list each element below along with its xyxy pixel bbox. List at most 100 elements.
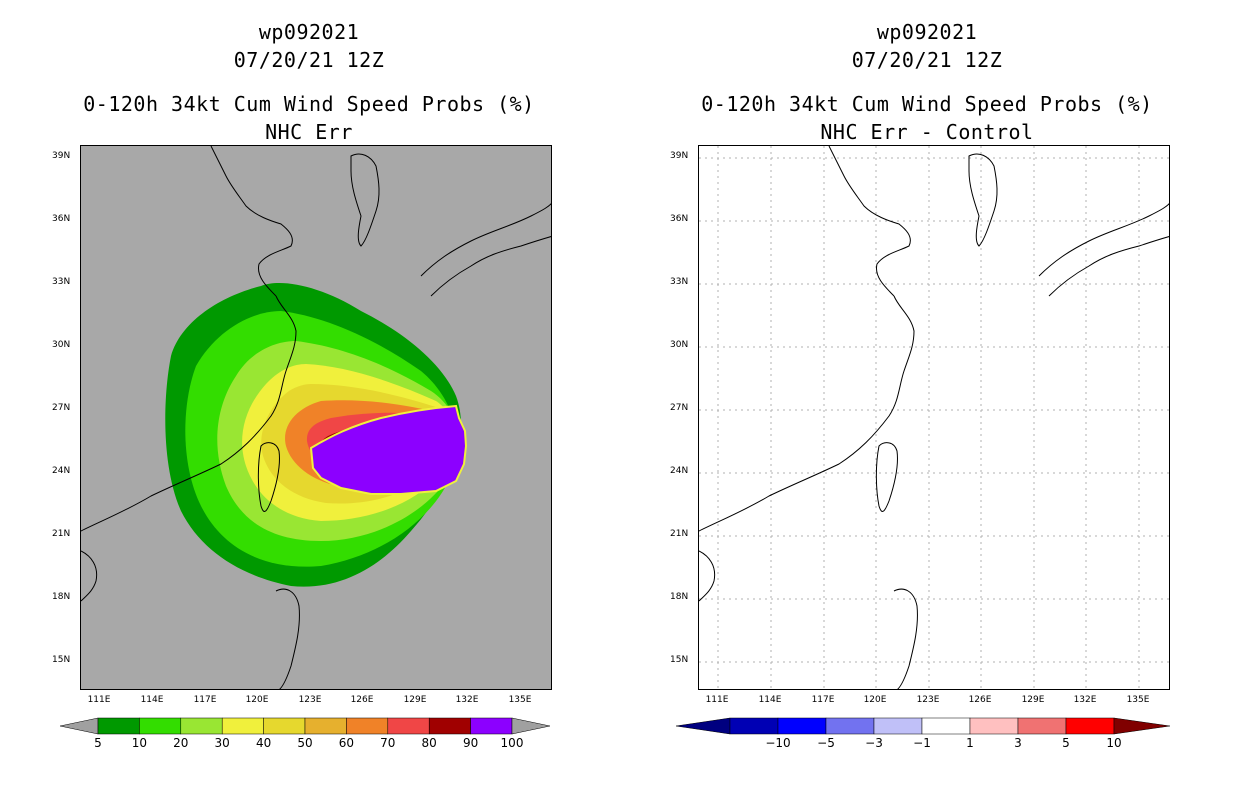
colorbar-label: 70 [380, 736, 396, 750]
lon-tick-label: 135E [1126, 695, 1150, 705]
product-title: 0-120h 34kt Cum Wind Speed Probs (%) [83, 92, 535, 116]
lat-tick-label: 36N [52, 214, 71, 224]
map-canvas [699, 146, 1169, 689]
probability-map [80, 145, 552, 690]
colorbar-label: 20 [173, 736, 189, 750]
colorbar-label: −5 [817, 736, 835, 750]
lat-tick-label: 30N [670, 340, 689, 350]
colorbar-swatches [97, 717, 513, 735]
lon-tick-label: 117E [811, 695, 835, 705]
lon-tick-label: 111E [87, 695, 111, 705]
lon-tick-label: 132E [455, 695, 479, 705]
storm-id: wp092021 [258, 20, 360, 44]
lon-tick-label: 129E [403, 695, 427, 705]
colorbar-label: 3 [1014, 736, 1022, 750]
lon-tick-label: 123E [298, 695, 322, 705]
colorbar-label: 5 [94, 736, 102, 750]
lat-tick-label: 21N [670, 529, 689, 539]
probability-contours [165, 283, 468, 587]
difference-colorbar [675, 717, 1171, 735]
storm-id: wp092021 [876, 20, 978, 44]
colorbar-swatch [873, 717, 923, 735]
lon-tick-label: 129E [1021, 695, 1045, 705]
lat-tick-label: 24N [52, 466, 71, 476]
right-panel: wp092021 07/20/21 12Z 0-120h 34kt Cum Wi… [618, 0, 1236, 800]
lon-tick-label: 114E [140, 695, 164, 705]
lat-tick-label: 21N [52, 529, 71, 539]
colorbar-label: 1 [966, 736, 974, 750]
lat-tick-label: 39N [670, 151, 689, 161]
lat-tick-label: 33N [52, 277, 71, 287]
panel-subtitle: NHC Err [265, 120, 353, 144]
lon-tick-label: 132E [1073, 695, 1097, 705]
colorbar-swatch [97, 717, 140, 735]
colorbar-swatch [263, 717, 306, 735]
lat-tick-label: 27N [52, 403, 71, 413]
probability-colorbar [59, 717, 551, 735]
lon-tick-label: 117E [193, 695, 217, 705]
lat-tick-label: 36N [670, 214, 689, 224]
colorbar-label: −3 [865, 736, 883, 750]
lon-tick-label: 123E [916, 695, 940, 705]
colorbar-swatch [139, 717, 182, 735]
lon-tick-label: 126E [350, 695, 374, 705]
colorbar-swatch [470, 717, 513, 735]
colorbar-swatch [777, 717, 827, 735]
colorbar-label: 80 [421, 736, 437, 750]
colorbar-label: 30 [214, 736, 230, 750]
date-time: 07/20/21 12Z [233, 48, 385, 72]
colorbar-label: 50 [297, 736, 313, 750]
panel-subtitle: NHC Err - Control [820, 120, 1034, 144]
lat-tick-label: 27N [670, 403, 689, 413]
lon-tick-label: 114E [758, 695, 782, 705]
contour-90 [309, 404, 468, 495]
lat-tick-label: 24N [670, 466, 689, 476]
coastline-icon [81, 146, 551, 689]
gridline-icon [699, 146, 1169, 689]
lat-tick-label: 33N [670, 277, 689, 287]
difference-map [698, 145, 1170, 690]
lat-tick-label: 18N [52, 592, 71, 602]
lon-tick-label: 120E [245, 695, 269, 705]
colorbar-swatch [1017, 717, 1067, 735]
date-time: 07/20/21 12Z [851, 48, 1003, 72]
product-title: 0-120h 34kt Cum Wind Speed Probs (%) [701, 92, 1153, 116]
left-panel: wp092021 07/20/21 12Z 0-120h 34kt Cum Wi… [52, 20, 552, 750]
colorbar-swatch [304, 717, 347, 735]
colorbar-swatch [1065, 717, 1115, 735]
colorbar-swatch [969, 717, 1019, 735]
lat-tick-label: 15N [670, 655, 689, 665]
lat-tick-label: 30N [52, 340, 71, 350]
lat-tick-label: 18N [670, 592, 689, 602]
colorbar-swatch [729, 717, 779, 735]
colorbar-label: −10 [765, 736, 791, 750]
colorbar-high-arrow [1113, 717, 1171, 735]
colorbar-swatch [221, 717, 264, 735]
colorbar-label: 40 [255, 736, 272, 750]
colorbar-swatch [825, 717, 875, 735]
colorbar-swatch [428, 717, 471, 735]
colorbar-high-arrow [511, 717, 551, 735]
colorbar-label: 100 [500, 736, 524, 750]
colorbar-low-arrow [59, 717, 99, 735]
colorbar-label: 10 [131, 736, 148, 750]
colorbar-label: 5 [1062, 736, 1070, 750]
colorbar-swatch [387, 717, 430, 735]
colorbar-low-arrow [675, 717, 731, 735]
colorbar-swatch [921, 717, 971, 735]
coastline-icon [699, 146, 1169, 689]
colorbar-label: 90 [462, 736, 479, 750]
colorbar-swatches [729, 717, 1115, 735]
lon-tick-label: 135E [508, 695, 532, 705]
map-canvas [81, 146, 551, 689]
lon-tick-label: 126E [968, 695, 992, 705]
colorbar-swatch [180, 717, 223, 735]
colorbar-label: 60 [338, 736, 355, 750]
colorbar-swatch [346, 717, 389, 735]
lat-tick-label: 39N [52, 151, 71, 161]
lon-tick-label: 111E [705, 695, 729, 705]
colorbar-label: 10 [1106, 736, 1122, 750]
colorbar-label: −1 [913, 736, 931, 750]
lon-tick-label: 120E [863, 695, 887, 705]
lat-tick-label: 15N [52, 655, 71, 665]
